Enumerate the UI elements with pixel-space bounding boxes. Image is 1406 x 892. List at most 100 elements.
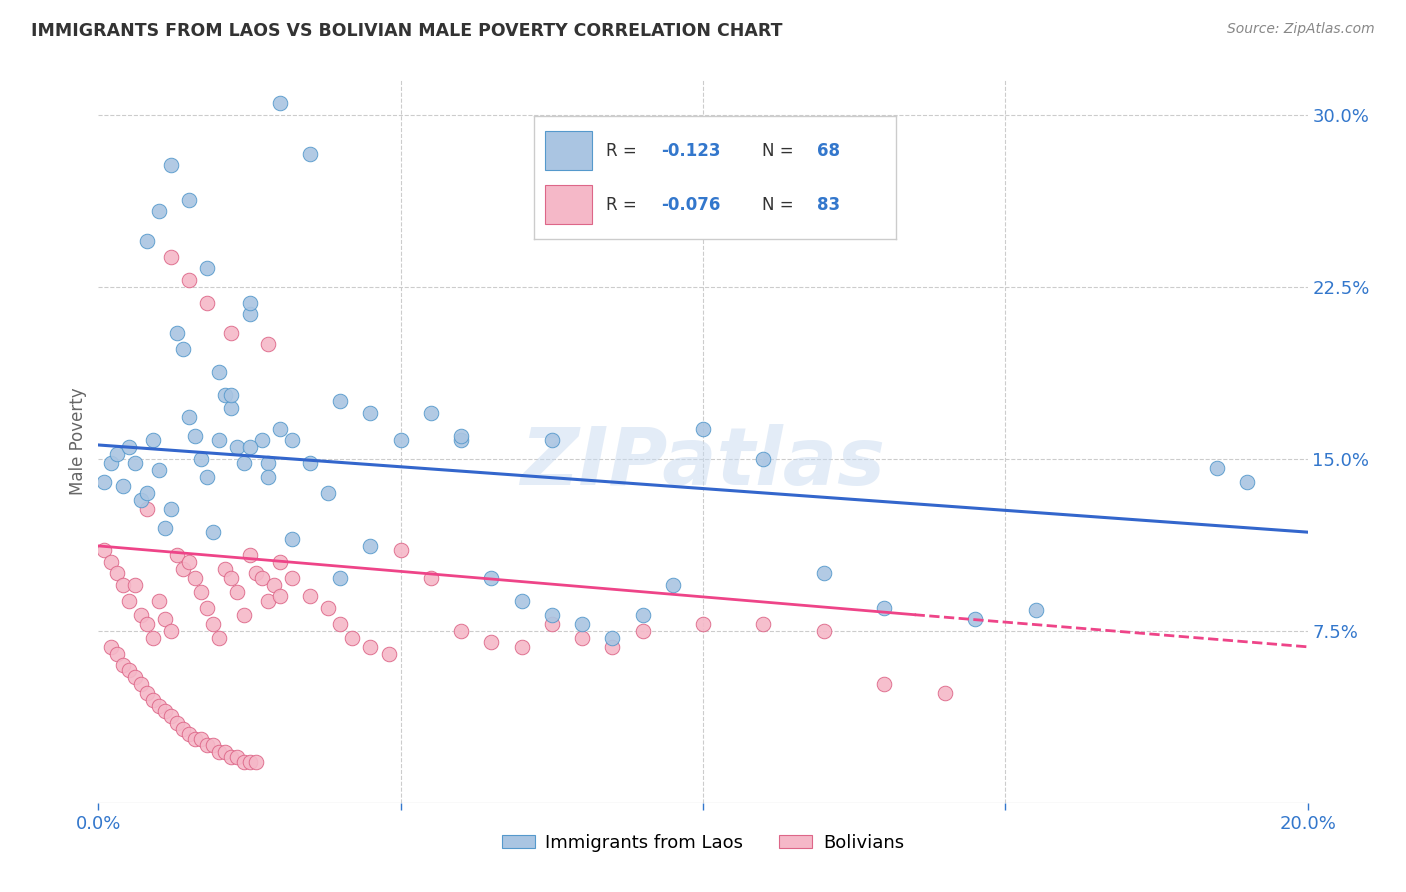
Point [813, 566, 835, 581]
Point [232, 456, 254, 470]
Point [202, 739, 225, 753]
Point [111, 479, 134, 493]
Point [752, 616, 775, 631]
Point [221, 387, 243, 401]
Point [329, 616, 352, 631]
Point [190, 451, 212, 466]
Text: Source: ZipAtlas.com: Source: ZipAtlas.com [1227, 22, 1375, 37]
Point [160, 250, 183, 264]
Legend: Immigrants from Laos, Bolivians: Immigrants from Laos, Bolivians [495, 826, 911, 859]
Point [179, 727, 201, 741]
Point [208, 745, 231, 759]
Point [221, 750, 243, 764]
Point [135, 486, 157, 500]
Point [221, 571, 243, 585]
Point [202, 525, 225, 540]
Point [250, 434, 273, 448]
Point [281, 532, 304, 546]
Point [510, 640, 533, 654]
Point [142, 434, 165, 448]
Point [245, 755, 267, 769]
Point [602, 640, 624, 654]
Point [269, 96, 291, 111]
Point [661, 578, 683, 592]
Point [166, 715, 188, 730]
Point [256, 594, 278, 608]
Point [540, 434, 562, 448]
Point [184, 731, 207, 746]
Point [934, 686, 956, 700]
Point [195, 739, 218, 753]
Point [420, 571, 443, 585]
Point [873, 676, 896, 690]
Point [631, 624, 654, 638]
Point [540, 607, 562, 622]
Point [571, 631, 593, 645]
Point [450, 434, 472, 448]
Point [226, 440, 249, 454]
Point [93, 543, 115, 558]
Point [360, 640, 382, 654]
Point [256, 456, 278, 470]
Point [129, 676, 152, 690]
Point [160, 624, 183, 638]
Point [179, 193, 201, 207]
Point [1024, 603, 1046, 617]
Point [329, 394, 352, 409]
Point [179, 555, 201, 569]
Point [481, 571, 503, 585]
Point [813, 624, 835, 638]
Point [184, 571, 207, 585]
Point [129, 493, 152, 508]
Point [631, 607, 654, 622]
Point [172, 723, 194, 737]
Point [195, 600, 218, 615]
Point [208, 434, 231, 448]
Point [190, 584, 212, 599]
Point [214, 387, 236, 401]
Point [299, 146, 322, 161]
Point [135, 616, 157, 631]
Point [195, 261, 218, 276]
Point [360, 539, 382, 553]
Point [179, 410, 201, 425]
Point [232, 755, 254, 769]
Point [153, 520, 176, 534]
Point [166, 548, 188, 562]
Point [1236, 475, 1258, 489]
Point [202, 616, 225, 631]
Point [111, 658, 134, 673]
Point [1206, 461, 1229, 475]
Point [172, 562, 194, 576]
Point [214, 562, 236, 576]
Point [221, 401, 243, 416]
Point [239, 755, 262, 769]
Y-axis label: Male Poverty: Male Poverty [69, 388, 87, 495]
Point [214, 745, 236, 759]
Point [105, 566, 128, 581]
Point [184, 429, 207, 443]
Point [129, 607, 152, 622]
Point [100, 456, 122, 470]
Point [148, 594, 170, 608]
Point [135, 502, 157, 516]
Point [195, 295, 218, 310]
Point [148, 463, 170, 477]
Point [692, 616, 714, 631]
Point [316, 600, 339, 615]
Point [510, 594, 533, 608]
Point [179, 273, 201, 287]
Point [124, 578, 146, 592]
Point [540, 616, 562, 631]
Point [148, 204, 170, 219]
Point [481, 635, 503, 649]
Point [342, 631, 364, 645]
Point [153, 704, 176, 718]
Point [124, 670, 146, 684]
Point [153, 612, 176, 626]
Point [160, 158, 183, 172]
Point [160, 502, 183, 516]
Point [142, 631, 165, 645]
Point [316, 486, 339, 500]
Point [226, 584, 249, 599]
